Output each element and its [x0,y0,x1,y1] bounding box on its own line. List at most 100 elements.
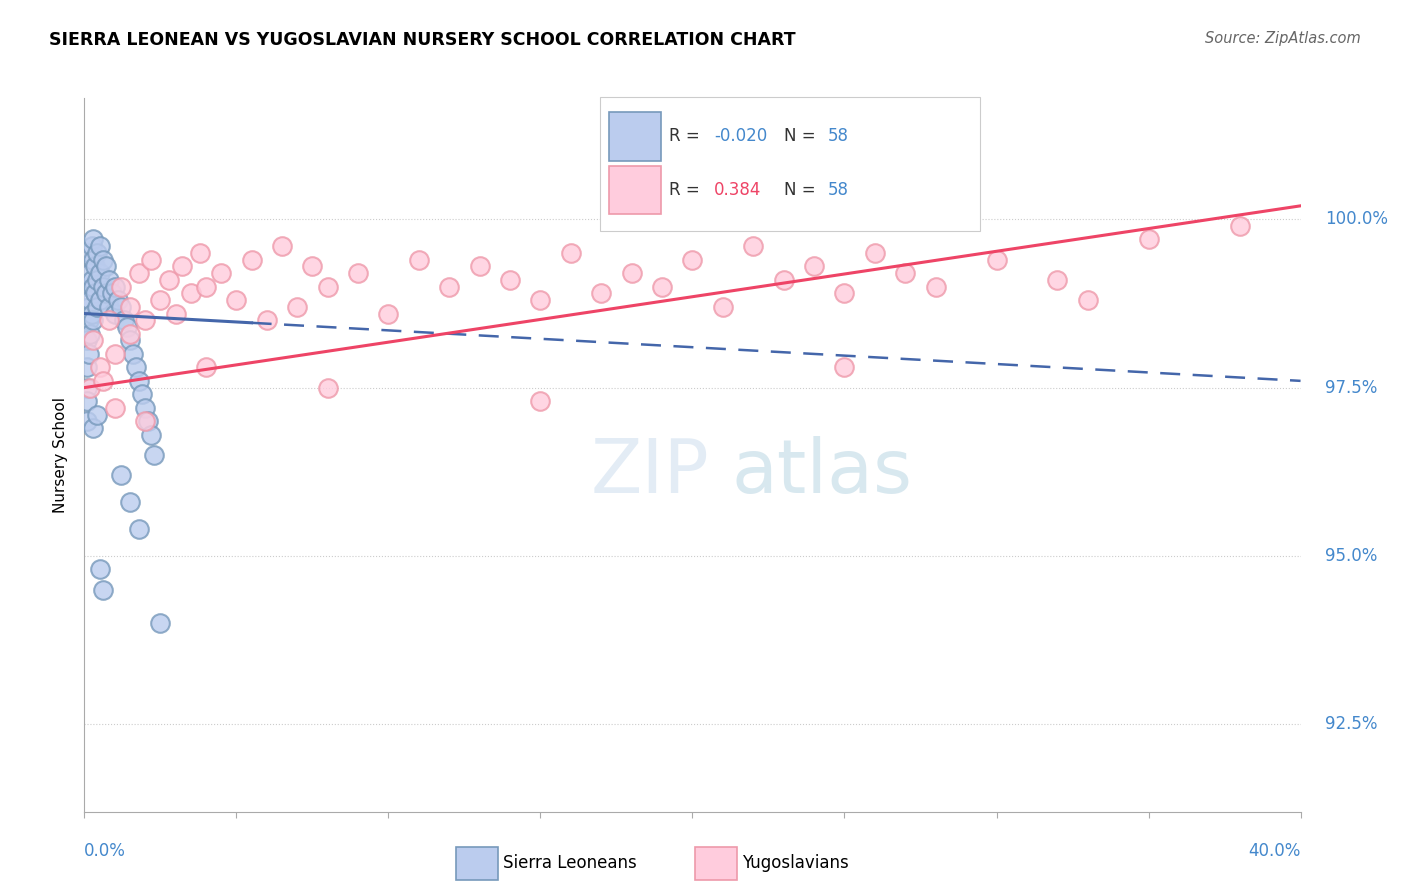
Point [86,300,108,314]
Point [894,266,917,280]
Text: 100.0%: 100.0% [1324,211,1388,228]
Y-axis label: Nursery School: Nursery School [53,397,69,513]
Text: 58: 58 [828,128,849,145]
Point [408,252,430,267]
Point [439,279,461,293]
Text: -0.020: -0.020 [714,128,768,145]
Point [834,360,856,375]
Point [104,401,127,415]
Point [107,293,129,307]
Point [82,421,104,435]
Point [803,260,825,274]
Point [377,307,399,321]
Point [772,273,794,287]
Point [620,266,643,280]
Point [82,334,104,348]
Point [225,293,247,307]
Point [82,232,104,246]
Point [84,286,107,301]
Point [79,381,101,395]
Point [180,286,202,301]
Point [499,273,522,287]
Text: Yugoslavians: Yugoslavians [742,855,849,872]
Point [682,252,704,267]
Text: atlas: atlas [731,436,912,509]
Point [134,313,156,327]
Point [82,313,104,327]
Point [80,307,103,321]
Text: R =: R = [669,181,706,199]
Point [77,300,100,314]
Point [742,239,765,253]
Point [141,427,163,442]
Point [89,239,111,253]
Point [149,616,172,631]
Point [1046,273,1069,287]
Point [209,266,232,280]
Point [110,468,132,483]
Point [76,394,98,409]
Text: ZIP: ZIP [591,436,709,509]
Point [104,307,127,321]
Point [79,246,101,260]
Point [97,273,120,287]
Point [651,279,673,293]
Point [100,286,122,301]
Text: 58: 58 [828,181,849,199]
Point [834,286,856,301]
Point [80,239,103,253]
Point [77,279,100,293]
Point [110,279,132,293]
Point [316,279,339,293]
Point [159,273,181,287]
Point [194,360,218,375]
Point [711,300,734,314]
Point [79,293,101,307]
Point [94,286,117,301]
Point [79,266,101,280]
Point [122,347,145,361]
Point [529,394,551,409]
Text: 97.5%: 97.5% [1324,378,1378,397]
Point [77,313,100,327]
Point [925,279,948,293]
Point [165,307,187,321]
Point [84,260,107,274]
Point [115,320,138,334]
Point [131,387,153,401]
Point [591,286,613,301]
Point [986,252,1008,267]
Point [91,279,114,293]
Text: 40.0%: 40.0% [1249,842,1301,860]
Text: N =: N = [785,128,821,145]
Text: SIERRA LEONEAN VS YUGOSLAVIAN NURSERY SCHOOL CORRELATION CHART: SIERRA LEONEAN VS YUGOSLAVIAN NURSERY SC… [49,31,796,49]
Point [97,313,120,327]
Point [529,293,551,307]
Point [1137,232,1160,246]
Point [94,260,117,274]
Point [128,522,150,536]
Point [91,582,114,597]
Point [80,273,103,287]
Point [86,246,108,260]
Point [134,401,156,415]
Text: 95.0%: 95.0% [1324,547,1378,565]
Point [240,252,263,267]
Point [188,246,211,260]
Point [110,300,132,314]
Point [76,360,98,375]
Text: 0.384: 0.384 [714,181,762,199]
Point [76,334,98,348]
Point [468,260,491,274]
Text: Source: ZipAtlas.com: Source: ZipAtlas.com [1205,31,1361,46]
Point [86,273,108,287]
Point [285,300,308,314]
Point [89,266,111,280]
Text: Sierra Leoneans: Sierra Leoneans [503,855,637,872]
Point [89,562,111,576]
Point [104,347,127,361]
Point [82,279,104,293]
Point [89,293,111,307]
Point [77,347,100,361]
Point [118,334,141,348]
